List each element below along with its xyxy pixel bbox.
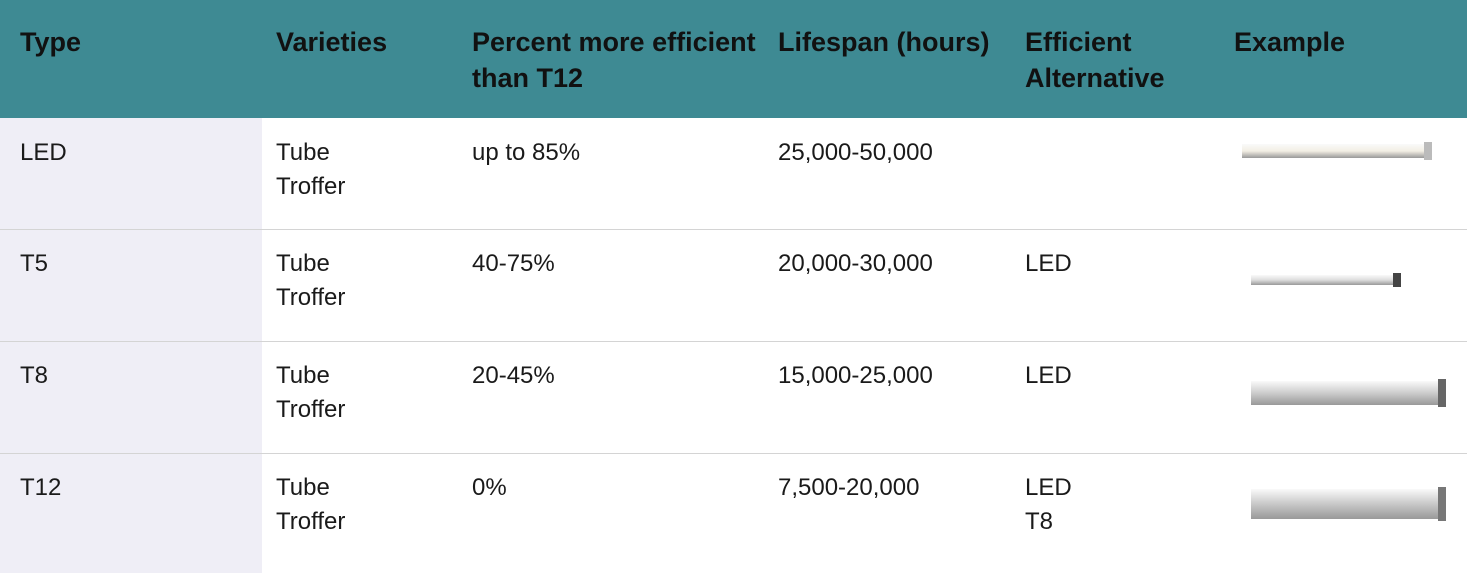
variety-line: Tube <box>276 136 330 170</box>
example-image <box>1247 485 1452 523</box>
header-cell: Type <box>20 24 250 60</box>
header-cell: Efficient Alternative <box>1025 24 1225 96</box>
alternative-line: LED <box>1025 471 1072 505</box>
variety-line: Tube <box>276 359 330 393</box>
variety-line: Troffer <box>276 393 345 427</box>
variety-line: Tube <box>276 471 330 505</box>
example-image <box>1238 140 1438 162</box>
header-cell: Lifespan (hours) <box>778 24 1018 60</box>
lifespan-cell: 15,000-25,000 <box>778 359 933 393</box>
efficiency-cell: 20-45% <box>472 359 555 393</box>
type-cell: T12 <box>20 471 61 505</box>
type-cell: LED <box>20 136 67 170</box>
row-separator <box>0 341 1467 342</box>
example-image <box>1247 271 1407 289</box>
example-image <box>1247 377 1452 409</box>
variety-line: Troffer <box>276 281 345 315</box>
header-cell: Percent more efficient than T12 <box>472 24 772 96</box>
row-separator <box>0 229 1467 230</box>
lighting-table: Type Varieties Percent more efficient than… <box>0 0 1467 573</box>
lifespan-cell: 7,500-20,000 <box>778 471 919 505</box>
type-cell: T8 <box>20 359 48 393</box>
variety-line: Troffer <box>276 505 345 539</box>
efficiency-cell: 0% <box>472 471 507 505</box>
alternative-line: T8 <box>1025 505 1053 539</box>
lifespan-cell: 25,000-50,000 <box>778 136 933 170</box>
header-cell: Varieties <box>276 24 456 60</box>
type-cell: T5 <box>20 247 48 281</box>
lifespan-cell: 20,000-30,000 <box>778 247 933 281</box>
alternative-line: LED <box>1025 247 1072 281</box>
row-separator <box>0 453 1467 454</box>
variety-line: Tube <box>276 247 330 281</box>
efficiency-cell: up to 85% <box>472 136 580 170</box>
alternative-line: LED <box>1025 359 1072 393</box>
header-cell: Example <box>1234 24 1454 60</box>
efficiency-cell: 40-75% <box>472 247 555 281</box>
variety-line: Troffer <box>276 170 345 204</box>
